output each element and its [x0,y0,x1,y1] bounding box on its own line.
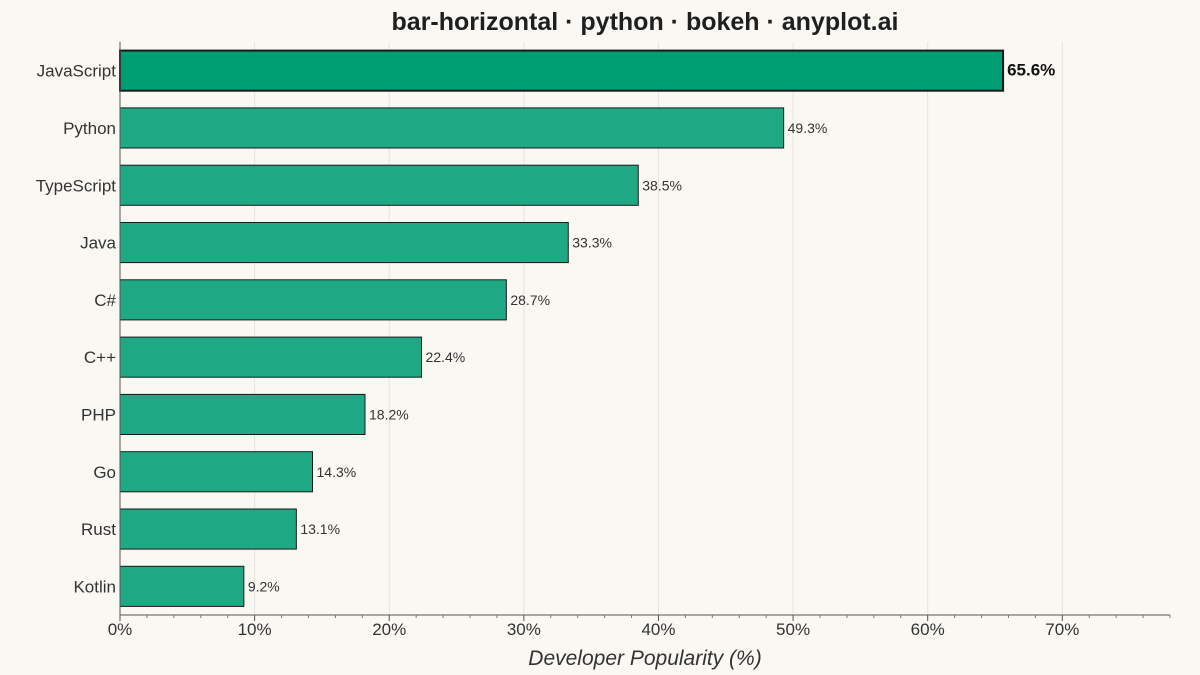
x-tick-label-7: 70% [1045,620,1079,639]
data-label-7: 14.3% [317,464,357,480]
bar-9 [119,565,245,607]
category-label-3: Java [80,234,116,253]
data-label-1: 49.3% [788,120,828,136]
bar-3 [119,221,569,264]
chart-title: bar-horizontal · python · bokeh · anyplo… [391,8,899,36]
data-label-5: 22.4% [426,349,466,365]
x-tick-label-4: 40% [641,620,675,639]
x-tick-label-0: 0% [108,620,133,639]
category-label-2: TypeScript [36,176,117,195]
x-tick-label-3: 30% [507,620,541,639]
bar-8 [119,508,297,550]
category-label-7: Go [93,463,116,482]
bar-7 [119,451,313,493]
data-label-2: 38.5% [642,177,682,193]
x-tick-label-6: 60% [911,620,945,639]
bar-5 [119,336,423,378]
bar-2 [119,164,639,206]
data-label-8: 13.1% [300,521,340,537]
data-label-9: 9.2% [248,578,280,594]
category-label-6: PHP [81,405,116,424]
bar-6 [119,393,366,436]
category-label-9: Kotlin [73,577,116,596]
bar-1 [119,107,785,149]
category-label-1: Python [63,119,116,138]
data-label-3: 33.3% [572,235,612,251]
x-tick-label-5: 50% [776,620,810,639]
category-label-8: Rust [81,520,116,539]
bar-4 [119,279,507,321]
data-label-4: 28.7% [510,292,550,308]
data-label-6: 18.2% [369,406,409,422]
data-label-0: 65.6% [1007,61,1055,80]
bar-0 [119,49,1005,92]
x-axis-title: Developer Popularity (%) [528,647,762,670]
category-label-5: C++ [84,348,116,367]
x-tick-label-2: 20% [372,620,406,639]
x-tick-label-1: 10% [238,620,272,639]
category-label-0: JavaScript [37,62,117,81]
category-label-4: C# [94,291,116,310]
